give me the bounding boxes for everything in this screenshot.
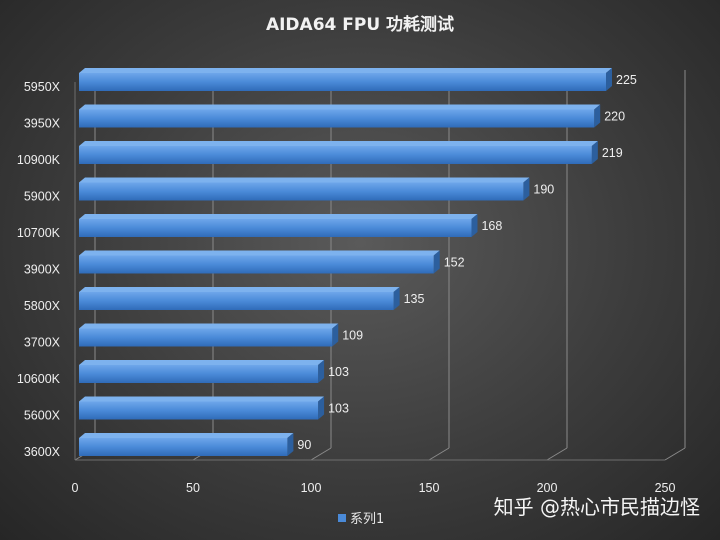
category-label: 5950X <box>24 80 61 94</box>
bar <box>79 438 288 456</box>
category-label: 3600X <box>24 445 61 459</box>
category-label: 10700K <box>17 226 61 240</box>
x-tick-label: 250 <box>655 481 676 495</box>
data-label: 190 <box>533 183 554 197</box>
bar-top <box>79 68 612 73</box>
bars <box>79 68 612 456</box>
bar-side <box>332 323 339 347</box>
bar-side <box>393 287 400 310</box>
bar-top <box>79 360 325 365</box>
legend: 系列1 <box>338 512 384 527</box>
bar <box>79 219 472 237</box>
bar <box>79 146 592 164</box>
x-tick-label: 200 <box>537 481 558 495</box>
watermark-text: 知乎 @热心市民描边怪 <box>494 495 700 519</box>
labels: 5950X 225 3950X 220 10900K 219 5900X 190 10700K 1… <box>17 73 637 459</box>
bar-top <box>79 323 339 329</box>
bar <box>79 365 319 383</box>
legend-label: 系列1 <box>350 512 384 527</box>
gridline-floor <box>546 447 568 461</box>
bar-top <box>79 250 440 256</box>
bar-top <box>79 433 294 438</box>
gridline-floor <box>428 447 450 461</box>
gridline-floor <box>310 447 332 461</box>
category-label: 10600K <box>17 372 61 386</box>
bar-side <box>287 433 294 456</box>
data-label: 152 <box>444 256 465 270</box>
gridline-floor <box>664 447 686 461</box>
bar-side <box>523 177 530 201</box>
category-label: 10900K <box>17 153 61 167</box>
data-label: 109 <box>342 329 363 343</box>
category-label: 5900X <box>24 190 61 204</box>
bar-side <box>606 68 612 91</box>
bar <box>79 109 595 128</box>
bar <box>79 182 524 201</box>
category-label: 5600X <box>24 409 61 423</box>
bar-top <box>79 177 530 183</box>
bar-side <box>594 104 601 128</box>
bar-side <box>433 250 440 274</box>
bar-top <box>79 214 478 219</box>
bar-side <box>471 214 478 237</box>
bar-top <box>79 287 400 292</box>
data-label: 135 <box>404 292 425 306</box>
bar <box>79 255 434 274</box>
category-label: 5800X <box>24 299 61 313</box>
data-label: 225 <box>616 73 637 87</box>
data-label: 103 <box>328 365 349 379</box>
x-tick-label: 50 <box>186 481 200 495</box>
chart-title: AIDA64 FPU 功耗测试 <box>266 14 454 35</box>
legend-swatch <box>338 514 346 522</box>
bar-top <box>79 396 325 402</box>
data-label: 168 <box>481 219 502 233</box>
bar-side <box>591 141 598 164</box>
data-label: 103 <box>328 402 349 416</box>
bar <box>79 401 319 420</box>
bar-top <box>79 104 601 110</box>
bar <box>79 292 394 310</box>
bar <box>79 73 606 91</box>
category-label: 3950X <box>24 117 61 131</box>
category-label: 3900X <box>24 263 61 277</box>
data-label: 90 <box>297 438 311 452</box>
x-tick-label: 0 <box>72 481 79 495</box>
data-label: 219 <box>602 146 623 160</box>
bar-side <box>318 396 325 420</box>
axes: 0 50 100 150 200 250 <box>72 82 676 495</box>
bar <box>79 328 333 347</box>
bar-side <box>318 360 325 383</box>
data-label: 220 <box>604 110 625 124</box>
bar-top <box>79 141 598 146</box>
category-label: 3700X <box>24 336 61 350</box>
x-tick-label: 150 <box>419 481 440 495</box>
x-tick-label: 100 <box>301 481 322 495</box>
